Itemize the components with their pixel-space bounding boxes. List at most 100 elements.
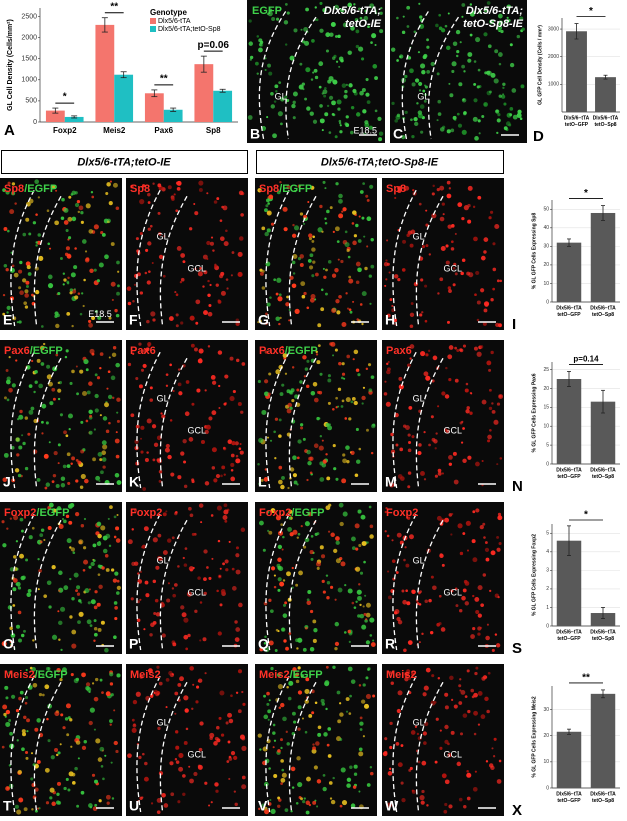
cell	[346, 248, 350, 253]
cell	[418, 81, 423, 86]
panel-letter: D	[533, 128, 544, 145]
cell	[31, 293, 34, 297]
cell	[494, 49, 499, 54]
bar	[595, 77, 616, 112]
title-part: Pax6	[130, 345, 156, 357]
cell	[482, 573, 487, 577]
cell	[23, 629, 26, 633]
cell	[8, 387, 13, 393]
cell	[204, 481, 210, 486]
cell	[486, 70, 492, 76]
cell	[491, 648, 495, 652]
cell	[144, 761, 148, 766]
cell	[191, 707, 194, 710]
cell	[27, 272, 32, 276]
cell	[58, 589, 61, 592]
cell	[509, 43, 513, 47]
cell	[151, 262, 154, 265]
cell	[317, 344, 321, 347]
cell	[228, 540, 231, 543]
cell	[193, 203, 196, 206]
cell	[308, 233, 313, 238]
cell	[463, 112, 467, 116]
cell	[16, 739, 19, 742]
cell	[350, 400, 354, 404]
cell	[277, 804, 281, 809]
cell	[418, 603, 422, 606]
cell	[270, 104, 276, 109]
y-axis-title: % GL GFP Cells Expressing Foxp2	[531, 534, 537, 616]
cell	[506, 16, 509, 19]
cell	[290, 810, 293, 813]
cell	[84, 588, 90, 594]
cell	[198, 348, 204, 354]
cell	[266, 691, 270, 696]
cell	[65, 777, 69, 781]
cell	[429, 630, 434, 635]
cell	[482, 522, 486, 526]
cell	[171, 587, 175, 590]
cell	[301, 40, 306, 44]
cell	[66, 280, 70, 284]
cell	[46, 717, 49, 721]
cell	[407, 471, 412, 475]
cell	[420, 350, 426, 357]
cell	[1, 745, 5, 749]
cell	[256, 72, 259, 75]
cell	[192, 683, 195, 686]
cell	[337, 107, 341, 111]
cell	[282, 716, 287, 722]
legend-swatch	[150, 26, 156, 32]
cell	[341, 372, 346, 376]
cell	[304, 40, 310, 46]
cell	[229, 395, 235, 402]
cell	[79, 485, 84, 490]
cell	[63, 220, 69, 225]
cell	[15, 540, 19, 543]
y-tick-label: 4	[546, 549, 549, 555]
cell	[162, 550, 168, 556]
cell	[520, 84, 525, 89]
cell	[297, 705, 302, 710]
cell	[25, 280, 30, 285]
cell	[235, 553, 240, 558]
cell	[241, 690, 244, 694]
cell	[180, 321, 184, 325]
cell	[314, 75, 319, 80]
cell	[147, 201, 151, 204]
cell	[230, 274, 233, 277]
cell	[67, 236, 72, 240]
cell	[491, 402, 494, 405]
cell	[453, 479, 459, 485]
cell	[310, 293, 316, 299]
cell	[370, 375, 375, 380]
cell	[497, 512, 502, 516]
cell	[56, 313, 60, 318]
cell	[494, 633, 498, 636]
cell	[202, 285, 205, 288]
cell	[203, 270, 208, 275]
panel-letter: U	[129, 798, 139, 814]
cell	[450, 589, 454, 593]
cell	[113, 535, 117, 539]
cell	[75, 677, 80, 682]
cell	[359, 603, 362, 607]
cell	[492, 755, 496, 758]
cell	[447, 753, 452, 758]
cell	[411, 435, 415, 439]
cell	[238, 190, 244, 196]
cell	[258, 47, 263, 53]
cell	[384, 510, 387, 514]
cell	[331, 112, 335, 116]
cell	[363, 235, 366, 238]
cell	[339, 702, 342, 705]
cell	[165, 678, 170, 682]
cell	[319, 118, 325, 124]
cell	[270, 666, 274, 671]
cell	[341, 800, 348, 806]
cell	[11, 694, 16, 699]
cell	[102, 444, 108, 450]
cell	[199, 721, 204, 726]
cell	[274, 649, 278, 652]
cell	[99, 746, 105, 752]
